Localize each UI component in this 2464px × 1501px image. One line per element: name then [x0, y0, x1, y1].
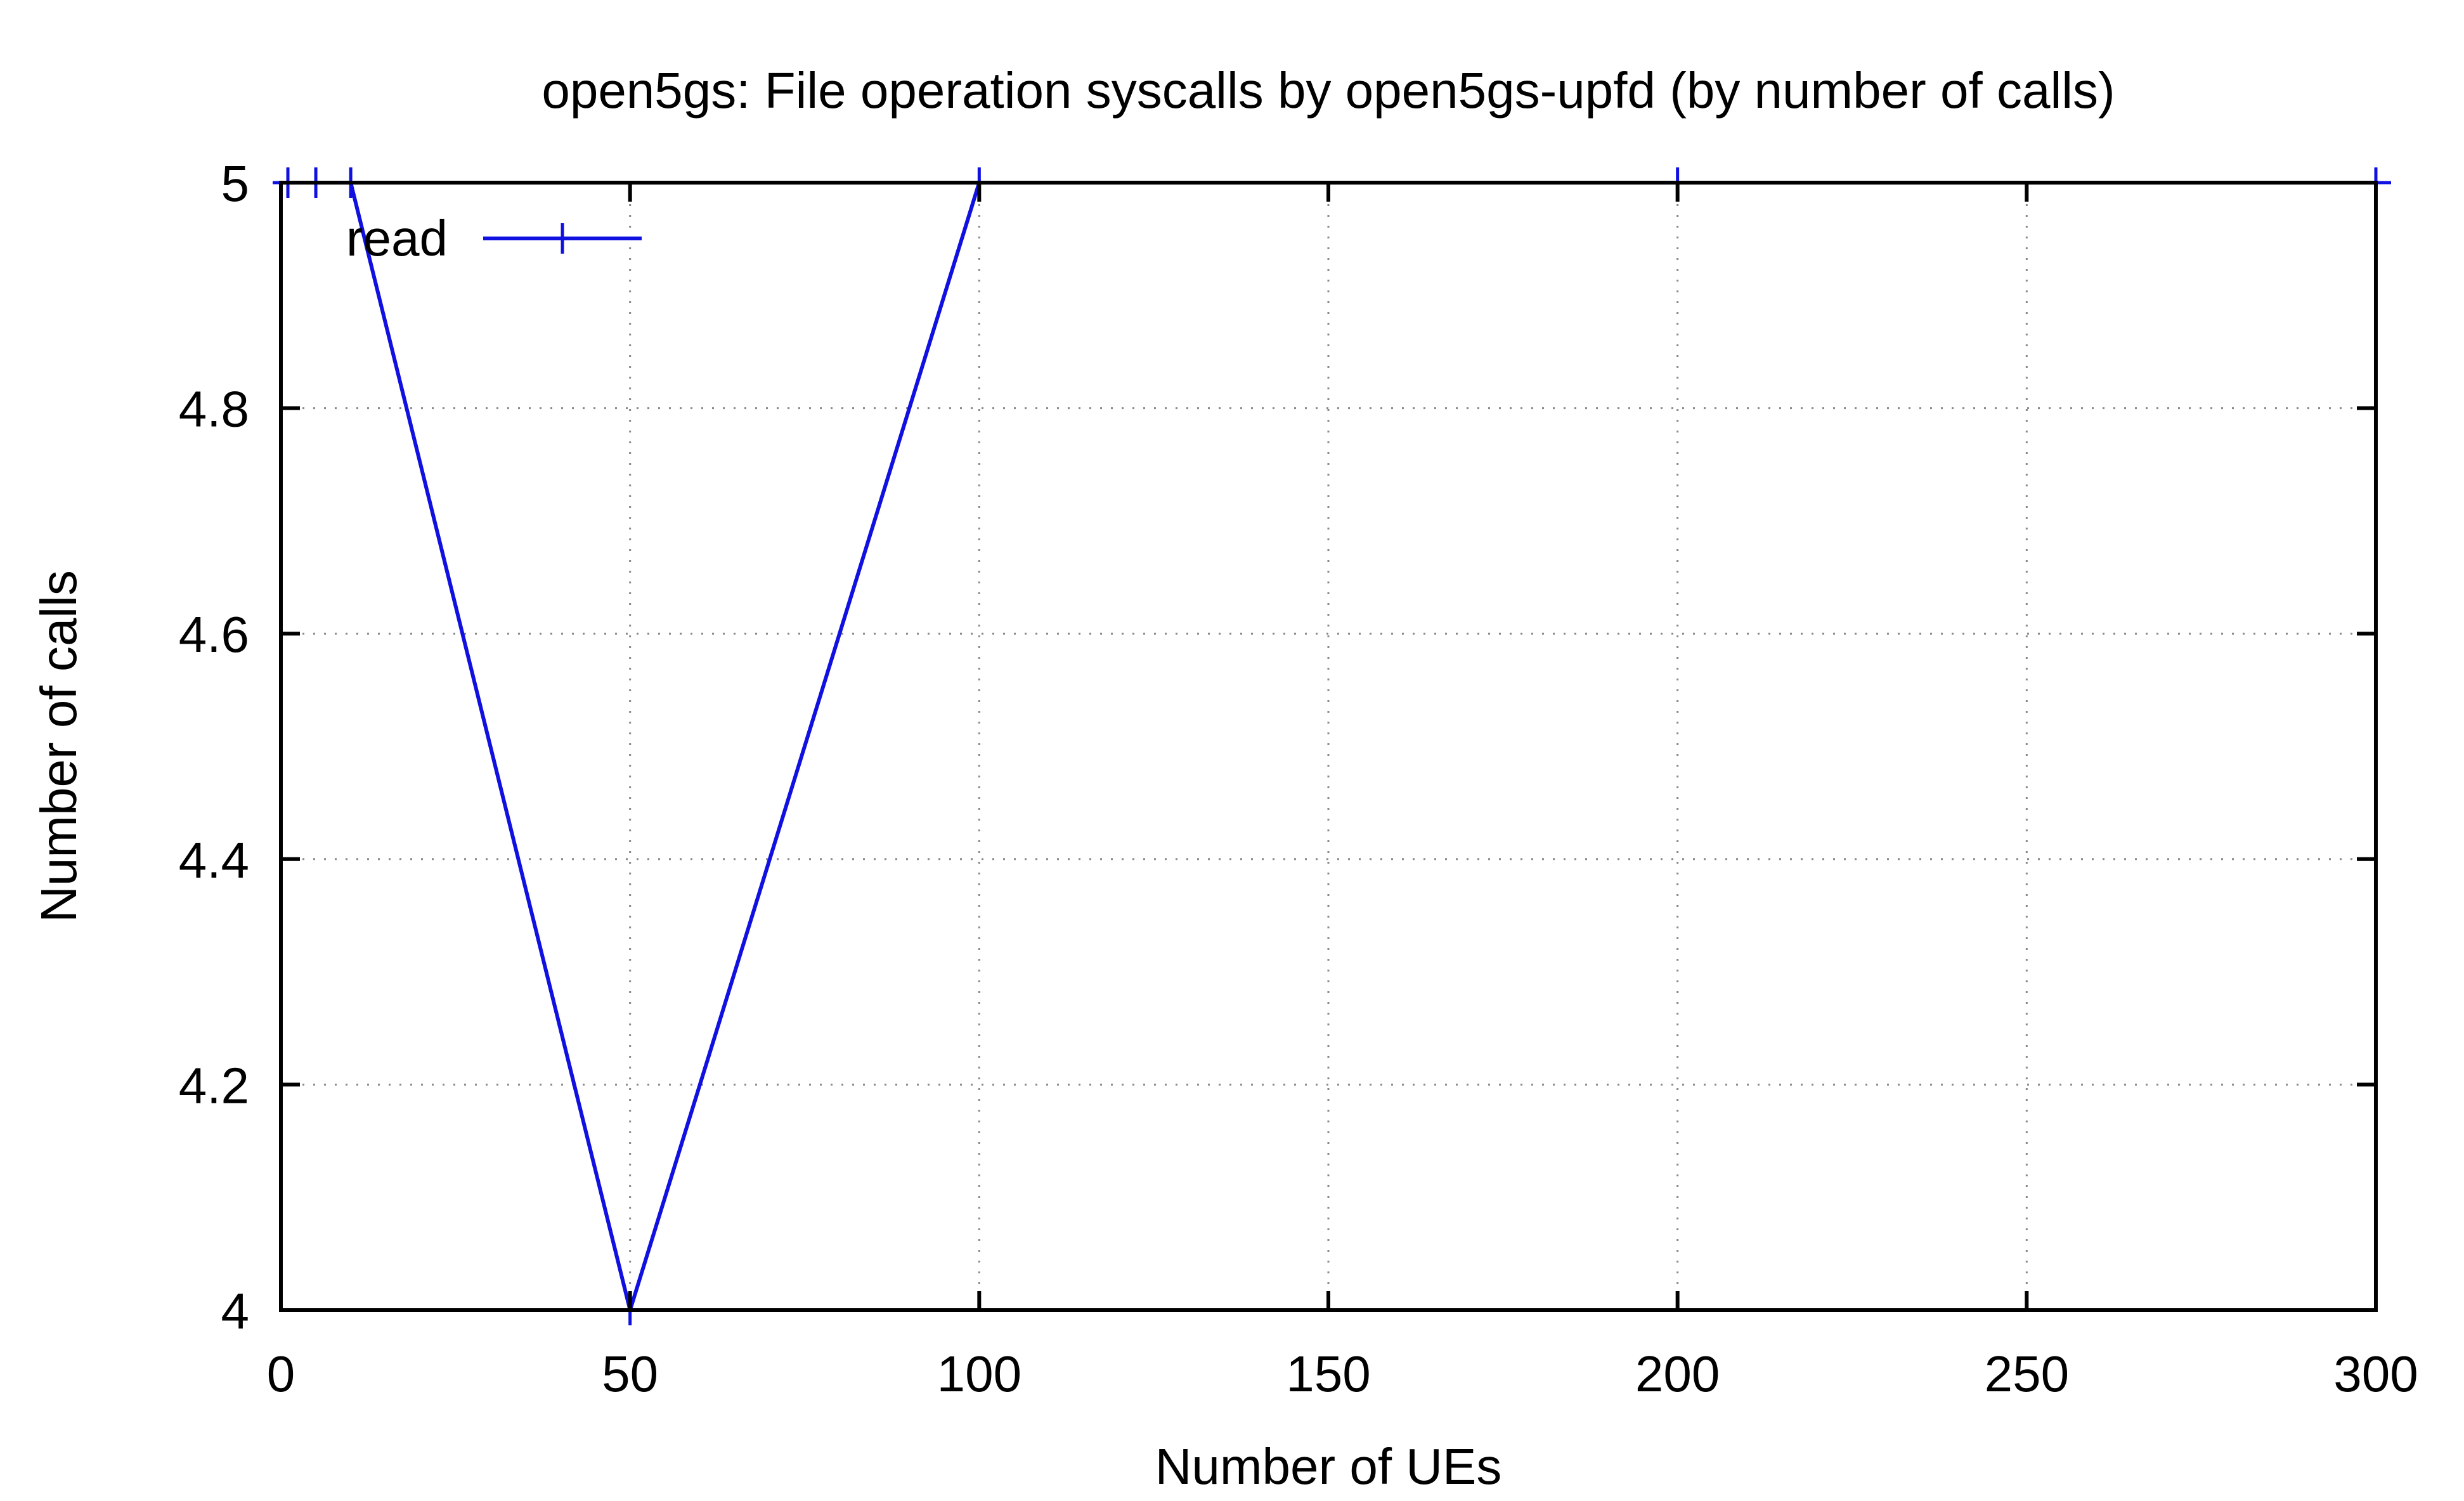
- y-tick-label: 5: [221, 155, 250, 212]
- x-tick-label: 50: [602, 1346, 658, 1402]
- series-line-read: [288, 181, 2376, 1318]
- y-tick-label: 4.2: [179, 1057, 249, 1114]
- y-tick-label: 4.4: [179, 832, 249, 888]
- grid: [281, 183, 2376, 1310]
- x-tick-label: 150: [1286, 1346, 1370, 1402]
- y-tick-labels: 4 4.2 4.4 4.6 4.8 5: [179, 155, 249, 1339]
- chart-title: open5gs: File operation syscalls by open…: [541, 62, 2115, 119]
- x-tick-label: 250: [1985, 1346, 2069, 1402]
- ticks: [279, 181, 2378, 1312]
- plot-frame: [279, 181, 2378, 1312]
- series-layer: [273, 167, 2391, 1325]
- x-tick-label: 200: [1635, 1346, 1720, 1402]
- y-tick-label: 4: [221, 1283, 250, 1339]
- x-tick-label: 100: [937, 1346, 1021, 1402]
- x-tick-label: 300: [2333, 1346, 2418, 1402]
- x-axis-label: Number of UEs: [1155, 1438, 1502, 1495]
- x-tick-label: 0: [267, 1346, 295, 1402]
- y-axis-label: Number of calls: [30, 570, 87, 923]
- y-tick-label: 4.8: [179, 381, 249, 438]
- y-tick-label: 4.6: [179, 606, 249, 663]
- legend-label-read: read: [346, 210, 448, 266]
- x-tick-labels: 0 50 100 150 200 250 300: [267, 1346, 2418, 1402]
- legend: read: [346, 210, 642, 266]
